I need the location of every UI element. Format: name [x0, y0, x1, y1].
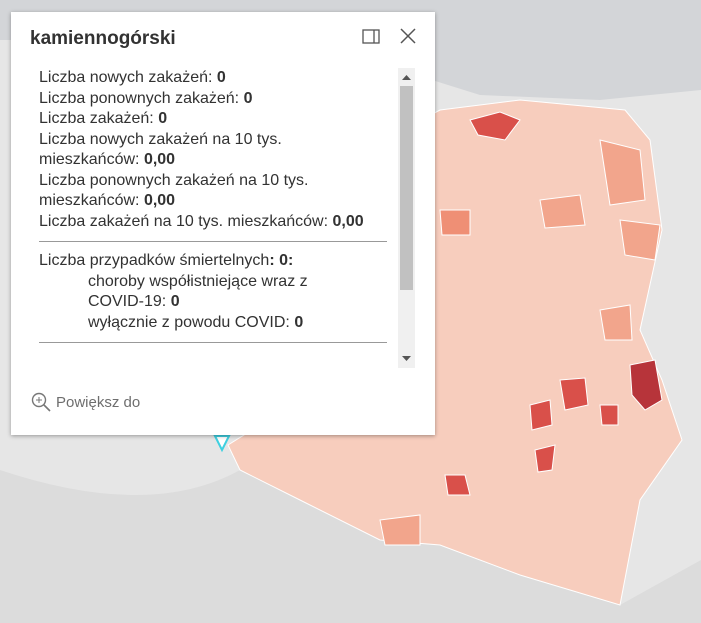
scroll-arrows	[402, 75, 411, 361]
field-value: 0	[216, 69, 226, 86]
field-label: wyłącznie z powodu COVID:	[88, 313, 290, 331]
popup-title: kamiennogórski	[30, 28, 176, 49]
field-label: Liczba nowych zakażeń na 10 tys. mieszka…	[39, 130, 282, 169]
field: choroby współistniejące wraz z COVID-19:…	[39, 272, 358, 313]
dock-button[interactable]	[362, 29, 380, 44]
field-label: Liczba przypadków śmiertelnych	[39, 252, 270, 269]
field-value: : 0:	[269, 252, 294, 269]
field: Liczba zakażeń na 10 tys. mieszkańców: 0…	[39, 212, 369, 233]
field-value: 0,00	[332, 212, 364, 230]
popup-buttons	[362, 28, 416, 44]
field-value: 0,00	[143, 192, 176, 209]
field-label: Liczba ponownych zakażeń na 10 tys. mies…	[39, 171, 309, 210]
land-south	[0, 470, 701, 623]
field: Liczba zakażeń: 0	[39, 109, 369, 130]
field-label: Liczba zakażeń na 10 tys. mieszkańców:	[39, 212, 329, 230]
field: Liczba ponownych zakażeń na 10 tys. mies…	[39, 171, 369, 212]
field: Liczba nowych zakażeń: 0	[39, 68, 369, 89]
separator	[39, 342, 387, 343]
regions	[379, 111, 663, 546]
field-label: Liczba ponownych zakażeń:	[39, 89, 240, 107]
field: Liczba ponownych zakażeń: 0	[39, 89, 369, 110]
scroll-thumb[interactable]	[400, 86, 413, 290]
field: Liczba nowych zakażeń na 10 tys. mieszka…	[39, 130, 369, 171]
field-value: 0	[170, 293, 180, 310]
field-label: choroby współistniejące wraz z COVID-19:	[88, 272, 308, 311]
popup-content: Liczba nowych zakażeń: 0 Liczba ponownych…	[39, 68, 397, 368]
selected-area	[213, 435, 231, 453]
separator	[39, 241, 387, 242]
field: Liczba przypadków śmiertelnych: 0:	[39, 251, 369, 272]
field-label: Liczba zakażeń:	[39, 110, 154, 127]
close-button[interactable]	[400, 28, 416, 44]
field: wyłącznie z powodu COVID: 0	[39, 313, 358, 334]
field-value: 0	[243, 89, 253, 107]
zoom-icon	[31, 392, 51, 412]
field-value: 0	[158, 110, 168, 127]
field-value: 0	[294, 313, 304, 331]
zoom-to-button[interactable]: Powiększ do	[56, 394, 141, 411]
field-value: 0,00	[143, 151, 176, 168]
field-label: Liczba nowych zakażeń:	[39, 69, 213, 86]
scrollbar[interactable]	[398, 68, 415, 368]
